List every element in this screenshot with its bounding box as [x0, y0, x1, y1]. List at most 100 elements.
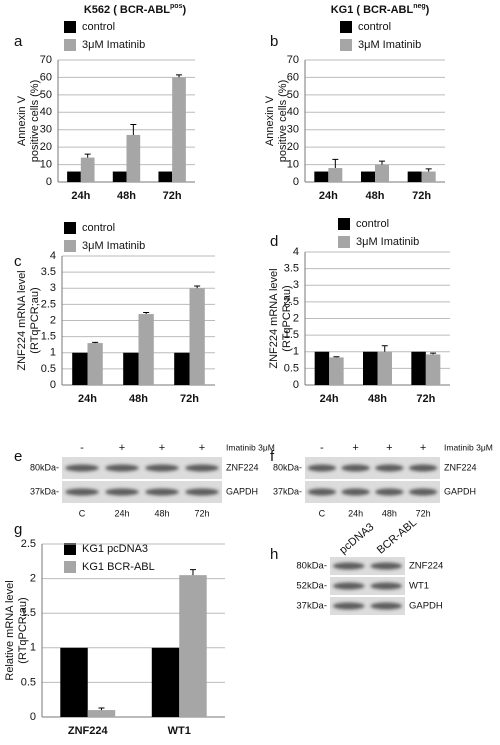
blot-band: [333, 582, 365, 590]
y-axis-label: (RTqPCR;au): [17, 597, 29, 663]
y-tick-label: 70: [40, 54, 52, 66]
bar: [174, 352, 190, 385]
size-marker: 80kDa-: [273, 462, 302, 472]
y-tick-label: 0: [293, 379, 299, 391]
x-tick-label: 48h: [117, 190, 136, 202]
bar: [328, 168, 343, 182]
blot-band: [341, 488, 370, 496]
blot-band: [185, 488, 219, 496]
y-axis-label: positive cells (%): [277, 80, 289, 163]
y-tick-label: 4: [50, 250, 56, 262]
x-tick-label: 24h: [319, 190, 338, 202]
bar: [87, 343, 103, 385]
legend-swatch: [64, 21, 76, 33]
y-tick-label: 2.5: [21, 538, 36, 550]
error-bar: [98, 707, 105, 711]
bar: [151, 647, 180, 717]
y-tick-label: 2: [50, 314, 56, 326]
lane-label: 72h: [416, 508, 431, 518]
panel-letter: b: [270, 33, 278, 50]
y-tick-label: 0.5: [41, 363, 56, 375]
y-axis-label: Relative mRNA level: [4, 580, 16, 680]
y-tick-label: 30: [287, 124, 299, 136]
bar: [158, 171, 173, 182]
legend-swatch: [64, 561, 76, 573]
bar: [425, 354, 441, 385]
error-bar: [381, 345, 388, 352]
y-tick-label: 0: [50, 379, 56, 391]
title-text: KG1 ( BCR-ABL: [331, 4, 414, 16]
error-bar: [189, 569, 196, 576]
treatment-sign: +: [119, 442, 125, 454]
y-tick-label: 70: [287, 54, 299, 66]
lane-label: 72h: [194, 508, 209, 518]
y-tick-label: 50: [287, 89, 299, 101]
size-marker: 80kDa-: [30, 462, 59, 472]
lane-label: 24h: [114, 508, 129, 518]
panel-letter: g: [14, 521, 22, 538]
y-axis-label: (RTqPCR;au): [281, 285, 293, 351]
blot-band: [370, 602, 402, 610]
bar: [363, 351, 378, 385]
protein-label: ZNF224: [409, 561, 443, 572]
lane-label: C: [79, 508, 86, 518]
treatment-sign: -: [80, 442, 84, 454]
bar: [138, 314, 154, 385]
blot-band: [375, 464, 404, 472]
error-bar: [143, 311, 150, 315]
x-tick-label: 72h: [180, 393, 199, 405]
protein-label: ZNF224: [226, 462, 259, 472]
y-tick-label: 2: [293, 312, 299, 324]
protein-label: GAPDH: [409, 601, 443, 612]
protein-label: ZNF224: [444, 462, 477, 472]
legend-swatch: [64, 543, 76, 555]
lane-label: 48h: [154, 508, 169, 518]
legend-label: 3μM Imatinib: [82, 39, 145, 51]
blot-band: [145, 464, 179, 472]
blot-strip: [330, 577, 405, 595]
blot-band: [333, 562, 365, 570]
error-bar: [176, 74, 183, 78]
size-marker: 80kDa-: [296, 561, 327, 572]
y-tick-label: 0: [46, 176, 52, 188]
legend-label: control: [358, 21, 391, 33]
x-tick-label: 72h: [416, 393, 435, 405]
panel-letter: e: [14, 448, 22, 465]
y-axis-label: Annexin V: [16, 95, 28, 146]
blot-band: [65, 488, 99, 496]
y-tick-label: 3: [50, 282, 56, 294]
y-axis-label: positive cells (%): [29, 80, 41, 163]
size-marker: 37kDa-: [273, 486, 302, 496]
bar: [172, 77, 186, 182]
y-tick-label: 1.5: [41, 331, 56, 343]
panel-letter: h: [270, 546, 278, 563]
x-tick-label: 24h: [78, 393, 97, 405]
lane-label: pcDNA3: [337, 521, 376, 557]
y-tick-label: 0: [293, 176, 299, 188]
legend-swatch: [340, 21, 352, 33]
lane-label: 48h: [382, 508, 397, 518]
panel-letter: a: [14, 33, 23, 50]
blot-strip: [330, 597, 405, 615]
y-tick-label: 2: [30, 573, 36, 585]
legend-label: 3μM Imatinib: [358, 39, 421, 51]
treatment-sign: +: [352, 442, 358, 454]
bar: [179, 575, 207, 717]
treatment-sign: +: [420, 442, 426, 454]
bar: [314, 351, 330, 385]
chart-title: KG1 ( BCR-ABLneg): [331, 3, 430, 16]
blot-band: [375, 488, 404, 496]
blot-band: [105, 488, 139, 496]
panel-letter: c: [14, 253, 22, 270]
error-bar: [333, 356, 340, 358]
bar: [126, 134, 141, 182]
bar: [80, 157, 95, 182]
bar: [112, 171, 127, 182]
error-bar: [84, 153, 91, 158]
size-marker: 37kDa-: [296, 601, 327, 612]
blot-strip: [305, 481, 440, 503]
y-tick-label: 0.5: [284, 362, 299, 374]
y-tick-label: 20: [40, 141, 52, 153]
legend-swatch: [64, 222, 76, 234]
